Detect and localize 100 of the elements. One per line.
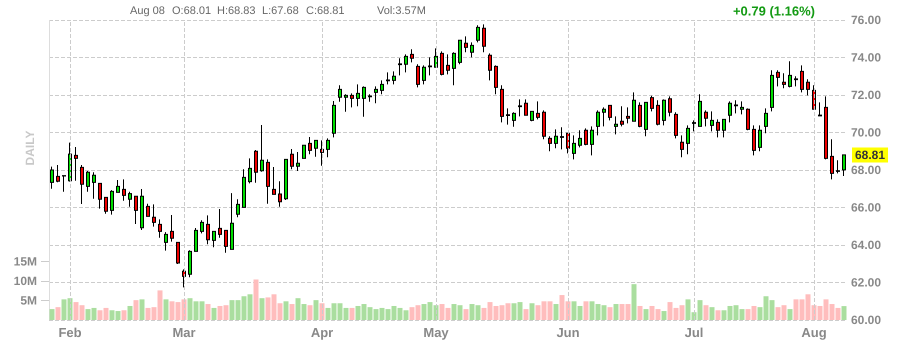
bar [584, 301, 588, 320]
candlestick [578, 130, 582, 148]
candlestick [488, 52, 492, 81]
candlestick [524, 98, 528, 116]
candlestick [728, 100, 732, 123]
y2-tick-label: 10M [14, 274, 38, 288]
candlestick [764, 108, 768, 134]
bar [644, 309, 648, 320]
candlestick [464, 36, 468, 53]
candlestick [818, 102, 822, 117]
candlestick [92, 172, 96, 200]
candlestick [548, 136, 552, 152]
candlestick [596, 110, 600, 136]
candlestick [284, 158, 288, 200]
text: H:68.83 [217, 5, 256, 17]
text: +0.79 (1.16%) [732, 4, 815, 18]
candlestick [692, 120, 696, 132]
y-tick-label: 62.00 [851, 276, 882, 290]
text: Aug 08 [130, 5, 165, 17]
candlestick [116, 179, 120, 194]
y-tick-label: 66.00 [851, 200, 882, 214]
candlestick [554, 128, 558, 149]
x-tick-label: May [423, 325, 450, 340]
candlestick [602, 106, 606, 127]
bar [710, 307, 714, 320]
candlestick [170, 214, 174, 242]
candlestick [308, 136, 312, 155]
candlestick [368, 94, 372, 102]
candlestick [242, 168, 246, 208]
candlestick [272, 166, 276, 195]
candlestick [530, 110, 534, 122]
candlestick [752, 124, 756, 156]
candlestick [458, 40, 462, 65]
candlestick [782, 72, 786, 89]
candlestick [674, 112, 678, 139]
candlestick [740, 100, 744, 115]
candlestick [512, 112, 516, 128]
candlestick [278, 180, 282, 208]
candlestick [410, 48, 414, 63]
candlestick [338, 84, 342, 102]
candlestick [266, 158, 270, 204]
candlestick [62, 174, 66, 192]
candlestick [164, 232, 168, 252]
candlestick [176, 242, 180, 264]
candlestick [50, 166, 54, 190]
candlestick [500, 84, 504, 123]
candlestick [842, 154, 846, 176]
candlestick [128, 191, 132, 208]
candlestick [452, 52, 456, 86]
candlestick [380, 80, 384, 95]
candlestick [644, 102, 648, 137]
candlestick [698, 94, 702, 127]
bar [56, 307, 60, 320]
candlestick [332, 100, 336, 138]
candlestick [374, 86, 378, 104]
candlestick [146, 203, 150, 218]
bar [530, 303, 534, 320]
candlestick [98, 182, 102, 210]
candlestick [344, 94, 348, 112]
y-tick-label: 74.00 [851, 50, 882, 64]
candlestick [632, 92, 636, 122]
candlestick [734, 100, 738, 114]
candlestick [572, 134, 576, 160]
bar [134, 300, 138, 320]
candlestick [542, 110, 546, 140]
y-tick-label: 68.00 [851, 163, 882, 177]
candlestick [194, 227, 198, 252]
candlestick [200, 220, 204, 234]
candlestick [716, 118, 720, 138]
bar [464, 309, 468, 320]
candlestick [800, 64, 804, 93]
candlestick [80, 164, 84, 204]
candlestick [290, 148, 294, 170]
candlestick [722, 118, 726, 138]
candlestick [560, 126, 564, 150]
candlestick [794, 76, 798, 87]
text: C:68.81 [306, 5, 345, 17]
candlestick [86, 170, 90, 192]
bar [314, 300, 318, 320]
candlestick [518, 98, 522, 117]
candlestick [668, 96, 672, 117]
bar [716, 310, 720, 320]
bar [50, 309, 54, 320]
candlestick [152, 204, 156, 228]
candlestick [806, 78, 810, 96]
y-tick-label: 70.00 [851, 126, 882, 140]
bar [524, 309, 528, 320]
candlestick [404, 54, 408, 73]
bar [284, 301, 288, 320]
candlestick [110, 190, 114, 216]
x-tick-label: Aug [801, 325, 827, 340]
candlestick [746, 108, 750, 131]
bar [554, 304, 558, 320]
candlestick [398, 58, 402, 76]
candlestick [188, 250, 192, 278]
candlestick [56, 164, 60, 183]
candlestick [314, 140, 318, 158]
candlestick [770, 70, 774, 112]
candlestick [584, 128, 588, 146]
candlestick [476, 24, 480, 43]
